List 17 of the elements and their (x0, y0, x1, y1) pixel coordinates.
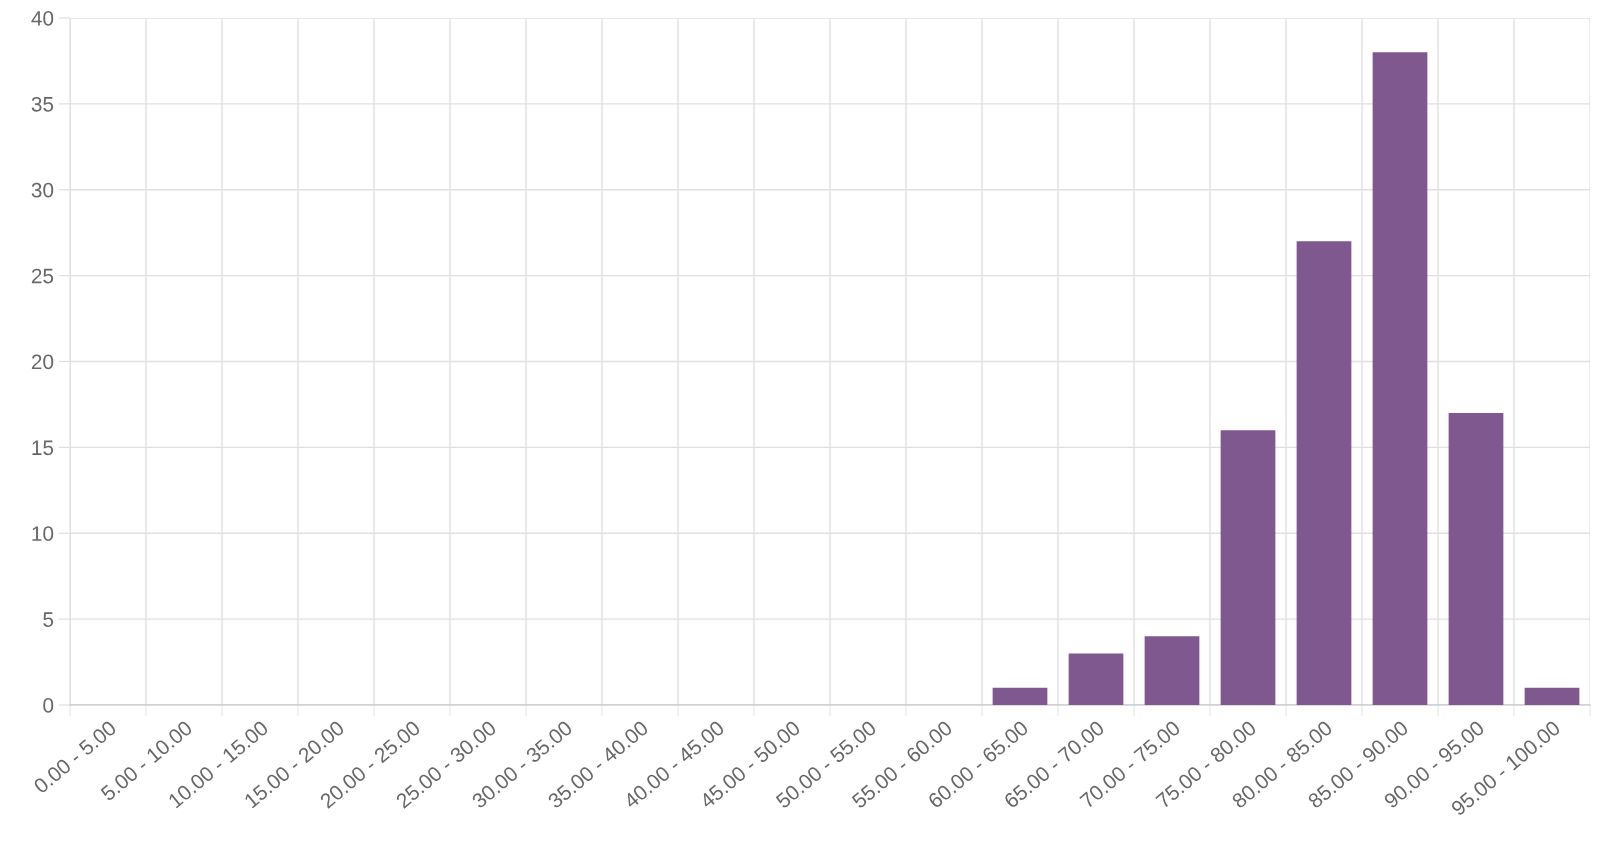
y-tick-label: 40 (31, 11, 54, 26)
y-tick-label: 15 (32, 440, 54, 456)
y-tick-label: 25 (31, 268, 54, 284)
bar (1524, 687, 1580, 705)
bar (1144, 636, 1200, 705)
y-tick-label: 5 (43, 612, 54, 627)
bar (1448, 413, 1504, 705)
bar (1296, 241, 1352, 705)
y-tick-label: 0 (43, 698, 54, 713)
y-tick-label: 10 (32, 526, 54, 541)
y-tick-label: 20 (31, 354, 54, 370)
bar (1068, 653, 1124, 705)
bar (992, 687, 1048, 705)
bar (1372, 52, 1428, 705)
y-tick-label: 30 (31, 182, 54, 198)
y-tick-label: 35 (31, 96, 54, 112)
bar (1220, 430, 1276, 705)
